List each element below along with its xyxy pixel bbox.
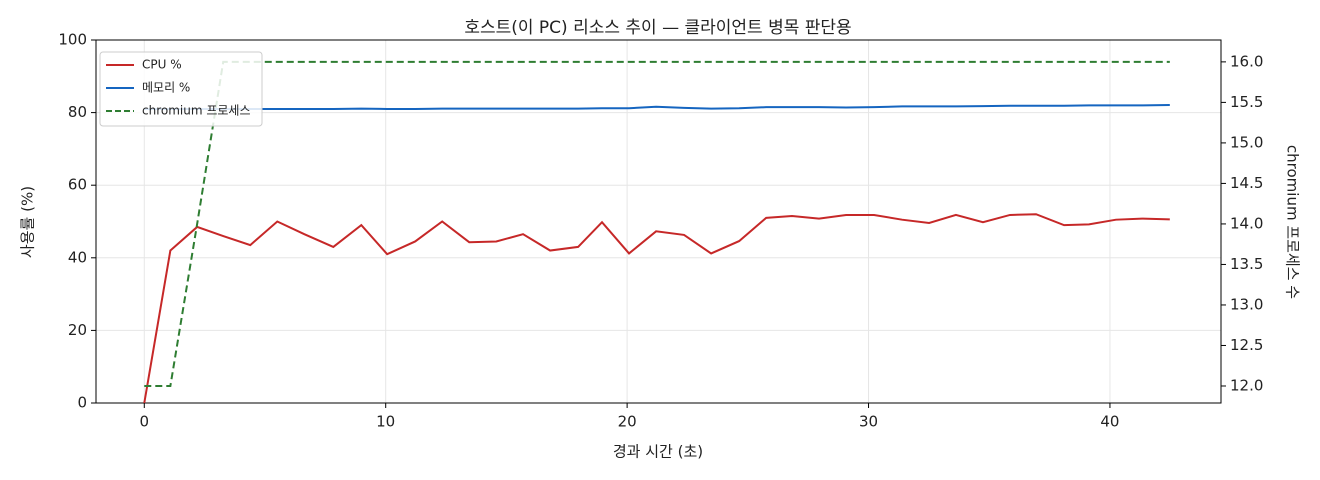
y2-tick-label: 13.0 — [1230, 295, 1263, 313]
y2-tick-label: 15.0 — [1230, 133, 1263, 151]
y-tick-label: 100 — [58, 31, 87, 49]
y-tick-label: 0 — [77, 394, 87, 412]
y-tick-label: 20 — [68, 321, 87, 339]
y2-tick-label: 14.0 — [1230, 214, 1263, 232]
series-line — [143, 213, 1170, 404]
y2-tick-label: 13.5 — [1230, 255, 1263, 273]
series-line — [144, 60, 1170, 387]
y-tick-label: 40 — [68, 248, 87, 266]
x-tick-label: 10 — [376, 413, 395, 431]
y-tick-label: 60 — [68, 176, 87, 194]
y2-tick-label: 16.0 — [1230, 52, 1263, 70]
x-tick-label: 0 — [140, 413, 150, 431]
y-tick-label: 80 — [68, 103, 87, 121]
x-tick-label: 40 — [1100, 413, 1119, 431]
plot-frame — [95, 39, 1222, 404]
legend-label: CPU % — [142, 58, 182, 72]
legend-label: 메모리 % — [142, 81, 190, 95]
y2-tick-label: 12.5 — [1230, 336, 1263, 354]
legend-box — [99, 51, 263, 127]
y2-tick-label: 15.5 — [1230, 93, 1263, 111]
chart-title: 호스트(이 PC) 리소스 추이 — 클라이언트 병목 판단용 — [464, 18, 851, 38]
series-line — [144, 103, 1170, 110]
y2-tick-label: 12.0 — [1230, 376, 1263, 394]
legend-label: chromium 프로세스 — [142, 104, 251, 118]
x-tick-label: 30 — [859, 413, 878, 431]
y2-axis-label: chromium 프로세스 수 — [1284, 145, 1302, 299]
y-axis-label: 사용률 (%) — [19, 186, 37, 258]
x-axis-label: 경과 시간 (초) — [613, 443, 703, 461]
y2-tick-label: 14.5 — [1230, 174, 1263, 192]
x-tick-label: 20 — [618, 413, 637, 431]
